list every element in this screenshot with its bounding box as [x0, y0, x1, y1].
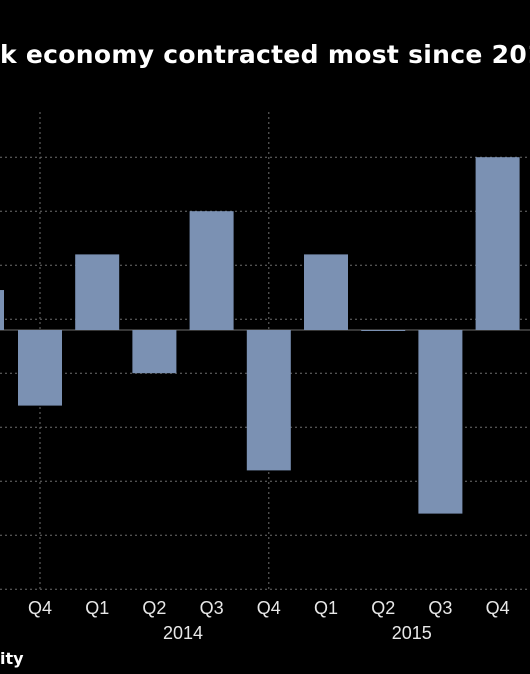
- bar-q4-8: [475, 157, 520, 330]
- category-tick-label: Q2: [371, 598, 395, 618]
- bar-q4-0: [18, 330, 62, 406]
- tick-labels: Q4 Q1 Q2 Q3 Q4 Q1 Q2 Q3 Q4 2014 2015: [28, 598, 510, 643]
- bar-q3-3: [189, 211, 234, 330]
- chart-title: k economy contracted most since 201: [0, 40, 530, 69]
- category-tick-label: Q4: [28, 598, 52, 618]
- category-tick-label: Q1: [85, 598, 109, 618]
- bar-q3-7: [418, 330, 463, 514]
- category-tick-label: Q3: [428, 598, 452, 618]
- source-note: ity: [0, 649, 24, 668]
- bars: [0, 157, 520, 514]
- category-tick-label: Q1: [314, 598, 338, 618]
- bar-q4-4: [246, 330, 291, 471]
- bar-q2-6: [361, 330, 406, 331]
- bar-q2-2: [132, 330, 177, 374]
- year-group-label: 2014: [163, 623, 203, 643]
- year-group-label: 2015: [392, 623, 432, 643]
- bar-q1-5: [304, 254, 348, 330]
- category-tick-label: Q4: [257, 598, 281, 618]
- bar-partial: [0, 290, 4, 330]
- category-tick-label: Q3: [200, 598, 224, 618]
- category-tick-label: Q2: [142, 598, 166, 618]
- category-tick-label: Q4: [486, 598, 510, 618]
- bar-q1-1: [75, 254, 120, 330]
